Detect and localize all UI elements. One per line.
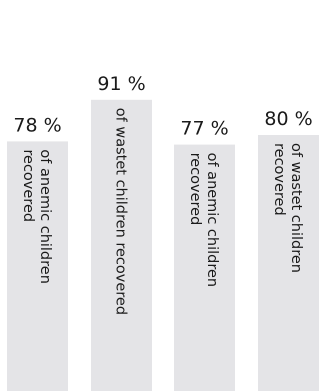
bar-3	[174, 144, 235, 391]
bar-4	[258, 135, 319, 391]
value-label-1: 78 %	[13, 114, 61, 136]
category-label-3-line-1: of anemic children	[204, 153, 220, 288]
value-label-3: 77 %	[180, 118, 228, 140]
bar-1	[7, 141, 68, 391]
category-label-1-line-1: of anemic children	[37, 149, 53, 284]
category-label-2-line-1: of wastet children recovered	[113, 108, 129, 315]
value-label-2: 91 %	[97, 73, 145, 95]
category-label-4-line-1: of wastet children	[288, 143, 304, 273]
category-label-1-line-2: recovered	[20, 149, 36, 222]
category-label-4-line-2: recovered	[271, 143, 287, 216]
value-label-4: 80 %	[264, 108, 312, 130]
category-label-2: of wastet children recovered	[113, 108, 129, 315]
category-label-3-line-2: recovered	[187, 153, 203, 226]
bar-2	[91, 99, 152, 391]
